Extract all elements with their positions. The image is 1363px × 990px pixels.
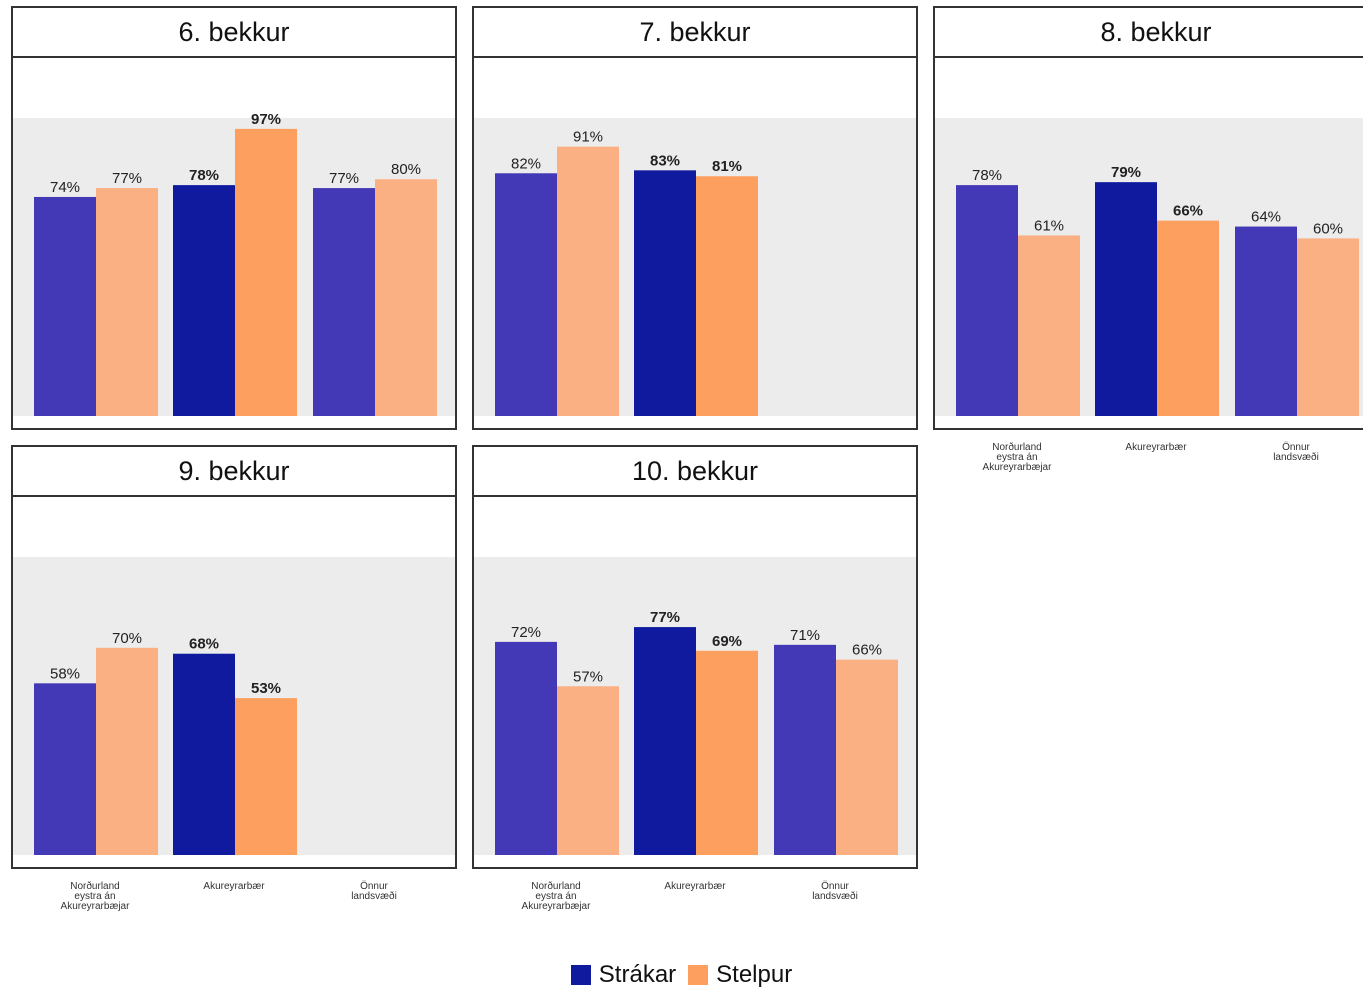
x-axis-labels-9-bekkur: Norðurland eystra án Akureyrarbæjar Akur… xyxy=(11,882,457,942)
x-tick-label: Önnur landsvæði xyxy=(1273,442,1319,463)
panel-7-bekkur: 7. bekkur 82% 83% 91% 81% xyxy=(472,6,918,430)
panel-10-bekkur: 10. bekkur 72% 77% 71% 57% 69% 66% xyxy=(472,445,918,869)
x-tick-label: Akureyrarbær xyxy=(1125,442,1187,453)
bar-value-label: 60% xyxy=(1313,220,1343,237)
legend-item-strakar: Strákar xyxy=(570,961,677,989)
x-tick-label: Norðurland eystra án Akureyrarbæjar xyxy=(982,442,1052,473)
panel-plot: 74% 78% 77% 77% 97% 80% xyxy=(13,111,455,416)
bar-strakar xyxy=(1235,226,1297,416)
x-tick-label: Akureyrarbær xyxy=(664,881,726,892)
bar-value-label: 91% xyxy=(573,129,603,146)
x-tick-label: Norðurland eystra án Akureyrarbæjar xyxy=(521,881,591,912)
bar-stelpur xyxy=(96,188,158,416)
bar-strakar xyxy=(1095,182,1157,416)
bar-value-label: 82% xyxy=(511,155,541,172)
bar-stelpur xyxy=(235,128,297,416)
bar-value-label: 61% xyxy=(1034,217,1064,234)
panel-title: 10. bekkur xyxy=(474,447,916,497)
bar-value-label: 78% xyxy=(189,167,219,184)
bar-value-label: 77% xyxy=(329,170,359,187)
bar-value-label: 70% xyxy=(112,630,142,647)
panel-plot: 72% 77% 71% 57% 69% 66% xyxy=(474,557,916,855)
bar-strakar xyxy=(34,683,96,855)
bar-value-label: 53% xyxy=(251,680,281,697)
bar-value-label: 97% xyxy=(251,111,281,128)
panel-title: 8. bekkur xyxy=(935,8,1363,58)
legend-swatch-stelpur xyxy=(688,965,709,985)
panel-6-bekkur: 6. bekkur 74% 78% 77% 77% 97% 80% xyxy=(11,6,457,430)
bar-strakar xyxy=(313,188,375,416)
bar-stelpur xyxy=(1157,220,1219,416)
bar-strakar xyxy=(956,185,1018,416)
bar-value-label: 72% xyxy=(511,624,541,641)
legend-label: Strákar xyxy=(598,961,677,988)
bar-stelpur xyxy=(696,650,758,855)
bar-strakar xyxy=(634,627,696,855)
bar-value-label: 83% xyxy=(650,152,680,169)
bar-value-label: 58% xyxy=(50,665,80,682)
bar-value-label: 64% xyxy=(1251,209,1281,226)
bar-strakar xyxy=(173,185,235,416)
bar-value-label: 80% xyxy=(391,161,421,178)
bar-stelpur xyxy=(1297,238,1359,416)
bar-value-label: 81% xyxy=(712,158,742,175)
panel-title: 6. bekkur xyxy=(13,8,455,58)
panel-title: 7. bekkur xyxy=(474,8,916,58)
x-tick-label: Akureyrarbær xyxy=(203,881,265,892)
bar-value-label: 74% xyxy=(50,179,80,196)
legend-item-stelpur: Stelpur xyxy=(688,961,792,989)
bar-stelpur xyxy=(96,647,158,855)
bar-stelpur xyxy=(235,698,297,855)
bar-value-label: 77% xyxy=(112,170,142,187)
bar-value-label: 66% xyxy=(852,642,882,659)
bar-value-label: 79% xyxy=(1111,164,1141,181)
panel-title: 9. bekkur xyxy=(13,447,455,497)
x-axis-labels-10-bekkur: Norðurland eystra án Akureyrarbæjar Akur… xyxy=(472,882,918,942)
bar-stelpur xyxy=(696,176,758,416)
panel-9-bekkur: 9. bekkur 58% 68% 70% 53% xyxy=(11,445,457,869)
panel-plot: 82% 83% 91% 81% xyxy=(474,118,916,416)
bar-value-label: 78% xyxy=(972,167,1002,184)
bar-value-label: 71% xyxy=(790,627,820,644)
bar-value-label: 77% xyxy=(650,609,680,626)
bar-stelpur xyxy=(557,686,619,855)
legend-label: Stelpur xyxy=(716,961,793,988)
bar-strakar xyxy=(634,170,696,416)
x-tick-label: Önnur landsvæði xyxy=(351,881,397,902)
panel-plot: 58% 68% 70% 53% xyxy=(13,557,455,855)
bar-stelpur xyxy=(1018,235,1080,416)
panel-plot: 78% 79% 64% 61% 66% 60% xyxy=(935,118,1363,416)
bar-value-label: 57% xyxy=(573,668,603,685)
bar-stelpur xyxy=(557,146,619,416)
bar-strakar xyxy=(774,644,836,855)
panel-8-bekkur: 8. bekkur 78% 79% 64% 61% 66% 60% xyxy=(933,6,1363,430)
x-axis-labels-8-bekkur: Norðurland eystra án Akureyrarbæjar Akur… xyxy=(933,443,1363,503)
bar-strakar xyxy=(495,173,557,416)
bar-value-label: 66% xyxy=(1173,203,1203,220)
bar-strakar xyxy=(495,641,557,855)
bar-strakar xyxy=(34,196,96,416)
legend-swatch-strakar xyxy=(570,965,591,985)
bar-strakar xyxy=(173,653,235,855)
bar-stelpur xyxy=(375,179,437,416)
legend: Strákar Stelpur xyxy=(0,960,1363,990)
x-tick-label: Önnur landsvæði xyxy=(812,881,858,902)
bar-value-label: 68% xyxy=(189,636,219,653)
bar-value-label: 69% xyxy=(712,633,742,650)
bar-stelpur xyxy=(836,659,898,855)
x-tick-label: Norðurland eystra án Akureyrarbæjar xyxy=(60,881,130,912)
